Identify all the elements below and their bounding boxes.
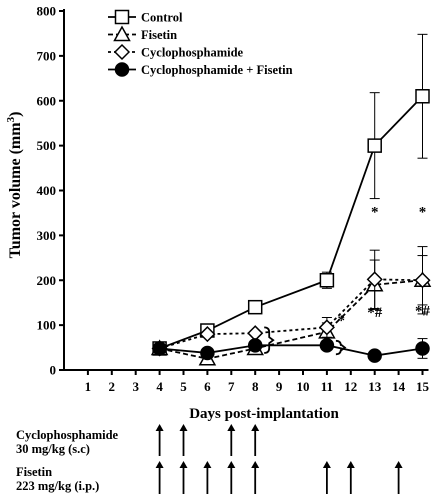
- x-tick-label-4: 4: [156, 379, 163, 394]
- series-2-point-4: [366, 271, 383, 288]
- x-tick-label-14: 14: [392, 379, 406, 394]
- y-tick-label-0: 0: [50, 363, 57, 378]
- significance-mark-1: *: [419, 205, 427, 221]
- series-3-line: [159, 344, 423, 357]
- schedule-arrowhead-1-2: [203, 461, 212, 468]
- series-3-point-5: [415, 341, 430, 356]
- significance-mark-2: *#: [367, 305, 383, 321]
- legend-item-3: Cyclophosphamide + Fisetin: [108, 62, 293, 77]
- x-tick-label-7: 7: [228, 379, 235, 394]
- significance-mark-4: *: [337, 313, 345, 329]
- x-axis-label: Days post-implantation: [189, 406, 339, 422]
- x-tick-label-13: 13: [368, 379, 382, 394]
- x-tick-label-8: 8: [252, 379, 259, 394]
- schedule-arrowhead-1-6: [346, 461, 355, 468]
- y-tick-label-700: 700: [37, 48, 57, 63]
- series-2-line: [159, 278, 423, 350]
- y-tick-label-100: 100: [37, 318, 57, 333]
- series-3-point-3: [319, 338, 335, 353]
- y-axis-label-text: Tumor volume (mm: [7, 122, 24, 259]
- legend-marker-1: [113, 25, 131, 42]
- schedule-arrowhead-1-5: [322, 461, 331, 468]
- series-1-line: [159, 279, 423, 360]
- schedule-arrowhead-1-4: [251, 461, 260, 468]
- y-tick-label-800: 800: [37, 4, 57, 19]
- legend-label-2: Cyclophosphamide: [141, 46, 244, 60]
- significance-mark-0: *: [371, 205, 379, 221]
- series-3: [152, 338, 430, 363]
- x-tick-label-10: 10: [297, 379, 310, 394]
- series-3-point-1: [200, 345, 215, 361]
- series-layer: [150, 33, 432, 366]
- y-axis-label-superscript: 3: [5, 116, 17, 122]
- schedule-arrowhead-1-1: [179, 461, 188, 468]
- y-tick-label-500: 500: [37, 138, 57, 153]
- y-tick-label-600: 600: [37, 93, 57, 108]
- series-3-point-2: [247, 338, 263, 353]
- schedule-arrowhead-0-2: [227, 424, 236, 431]
- x-tick-label-15: 15: [416, 379, 430, 394]
- x-tick-label-2: 2: [109, 379, 116, 394]
- legend-label-1: Fisetin: [141, 28, 177, 42]
- x-tick-label-11: 11: [321, 379, 333, 394]
- series-0-point-2: [247, 299, 263, 315]
- schedule-arrowhead-0-3: [251, 424, 260, 431]
- series-0-point-3: [319, 273, 335, 288]
- y-tick-label-200: 200: [37, 273, 57, 288]
- y-axis-label-close: ): [7, 112, 24, 117]
- schedule-label-1: Fisetin: [16, 465, 52, 479]
- legend-label-0: Control: [141, 11, 183, 25]
- series-3-point-4: [367, 348, 382, 363]
- schedule-arrowhead-0-0: [155, 424, 164, 431]
- series-2-point-3: [318, 319, 335, 336]
- series-1: [150, 255, 432, 366]
- series-0-point-5: [415, 89, 430, 104]
- schedule-arrowhead-1-7: [394, 461, 403, 468]
- schedule-arrowhead-0-1: [179, 424, 188, 431]
- schedule-arrowhead-1-3: [227, 461, 236, 468]
- schedule-dose-0: 30 mg/kg (s.c): [16, 442, 90, 456]
- x-tick-label-3: 3: [132, 379, 139, 394]
- legend-marker-0: [114, 9, 130, 25]
- schedule-label-0: Cyclophosphamide: [16, 428, 119, 442]
- x-tick-label-5: 5: [180, 379, 187, 394]
- schedule-arrowhead-1-0: [155, 461, 164, 468]
- bracket-1: [335, 339, 347, 356]
- x-tick-label-6: 6: [204, 379, 211, 394]
- y-tick-label-300: 300: [37, 228, 57, 243]
- y-axis-label: Tumor volume (mm3): [5, 112, 24, 259]
- series-2-point-5: [414, 272, 431, 289]
- legend-item-2: Cyclophosphamide: [108, 43, 244, 61]
- bracket-0: [264, 326, 275, 354]
- significance-mark-3: *#: [415, 303, 431, 319]
- y-tick-label-400: 400: [37, 183, 57, 198]
- legend-marker-2: [113, 43, 131, 61]
- annotations-layer: * * *# *# *: [264, 205, 431, 356]
- series-2-point-1: [199, 326, 216, 343]
- x-tick-label-9: 9: [276, 379, 283, 394]
- series-3-point-0: [152, 341, 167, 356]
- schedule-dose-1: 223 mg/kg (i.p.): [16, 479, 99, 493]
- series-0-line: [159, 95, 424, 350]
- legend-marker-3: [114, 62, 130, 77]
- legend-item-0: Control: [108, 9, 183, 25]
- x-tick-label-12: 12: [344, 379, 357, 394]
- series-0-point-4: [367, 138, 382, 153]
- x-tick-label-1: 1: [85, 379, 92, 394]
- legend: Control Fisetin Cyclophosphamide Cyclophosp…: [108, 9, 293, 77]
- legend-item-1: Fisetin: [108, 25, 177, 42]
- series-2: [151, 246, 431, 357]
- legend-label-3: Cyclophosphamide + Fisetin: [141, 63, 293, 77]
- series-0: [152, 33, 430, 356]
